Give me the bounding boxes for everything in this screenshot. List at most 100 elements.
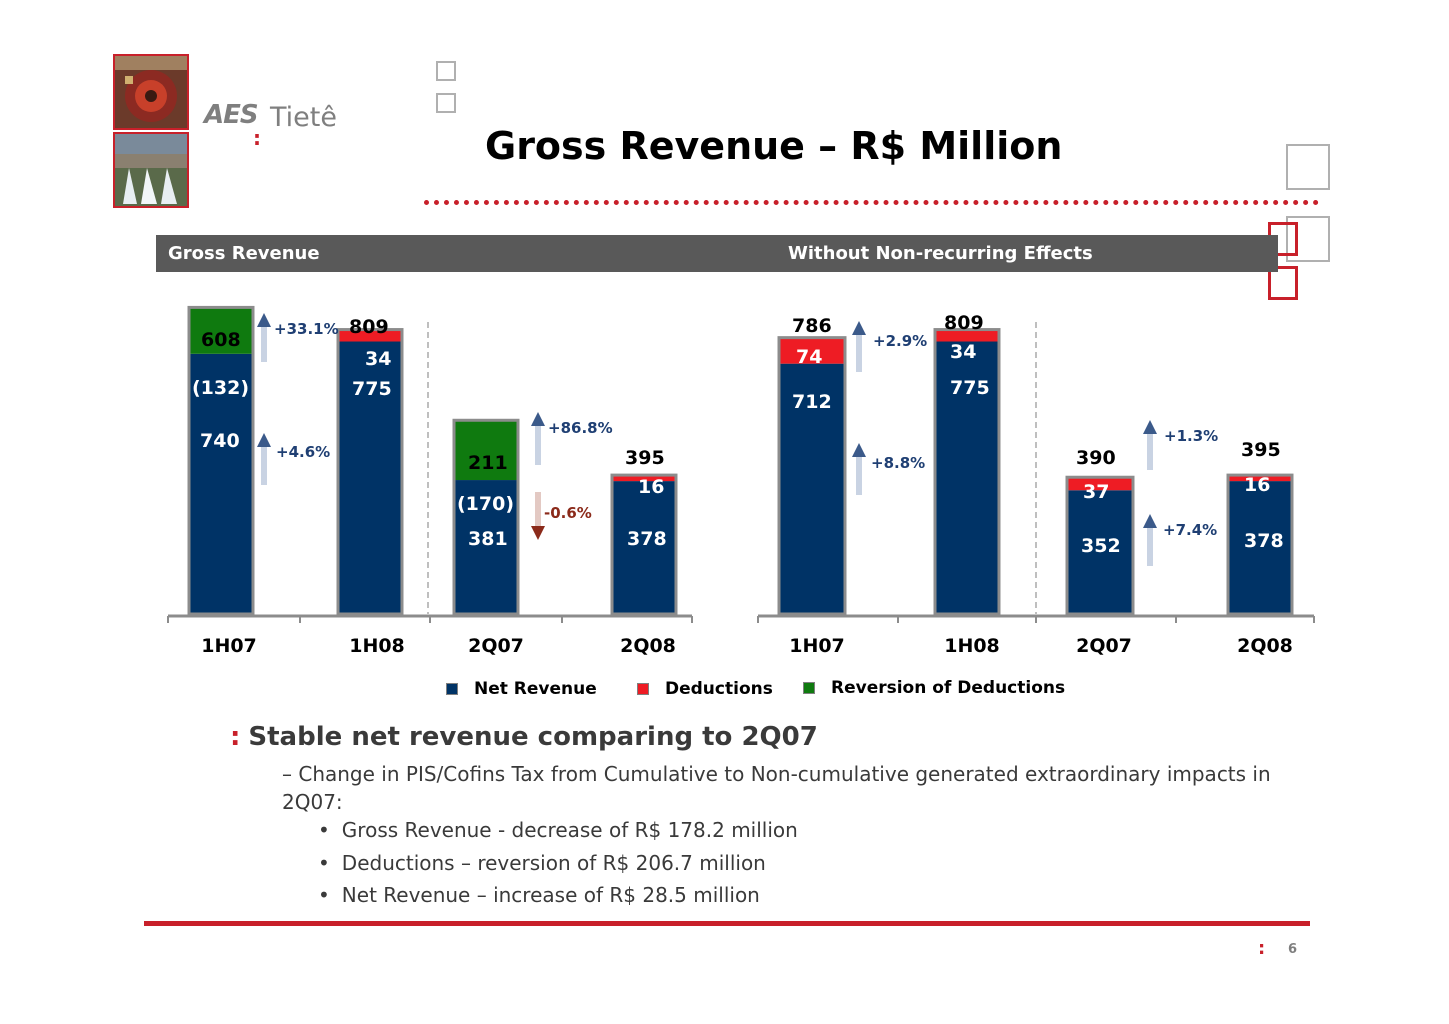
category-tick-label: 1H08 [944, 635, 1000, 657]
legend-item-reversion: Reversion of Deductions [803, 678, 1065, 698]
page-marker-icon: : [1258, 938, 1266, 959]
net-revenue-bar [1228, 481, 1292, 614]
growth-label: +4.6% [276, 443, 330, 461]
growth-arrow-shaft [856, 335, 862, 372]
logo-name: Tietê [270, 102, 337, 133]
total-value-label: 809 [349, 316, 389, 338]
total-value-label: 608 [201, 329, 241, 351]
deductions-bar [338, 329, 402, 342]
net-value-label: 775 [352, 378, 392, 400]
deco-red-square-icon [1268, 266, 1298, 300]
deco-square-icon [1286, 144, 1330, 190]
main-bullet-text: Stable net revenue comparing to 2Q07 [248, 722, 818, 752]
net-value-label: 352 [1081, 535, 1121, 557]
bar-outline [610, 473, 678, 616]
legend-item-net-revenue: Net Revenue [446, 679, 597, 699]
bullet-marker-icon: : [230, 722, 241, 752]
deductions-bar [935, 329, 999, 342]
growth-arrow-up-icon [257, 433, 271, 447]
deduction-value-label: 37 [1083, 481, 1109, 503]
growth-arrow-up-icon [1143, 420, 1157, 434]
deduction-value-label: 74 [796, 346, 822, 368]
net-value-label: 740 [200, 430, 240, 452]
total-value-label: 395 [1241, 439, 1281, 461]
growth-arrow-up-icon [852, 321, 866, 335]
turbine-photo [113, 54, 189, 130]
net-revenue-bar [338, 341, 402, 614]
growth-label: -0.6% [544, 504, 592, 522]
deco-square-icon [1286, 216, 1330, 262]
net-revenue-bar [779, 363, 845, 614]
net-value-label: 381 [468, 528, 508, 550]
growth-label: +1.3% [1164, 427, 1218, 445]
page-number: 6 [1288, 942, 1298, 957]
bar-outline [777, 336, 847, 616]
growth-arrow-shaft [535, 492, 541, 526]
bullet-dot-icon: • [318, 851, 330, 875]
growth-arrow-shaft [856, 457, 862, 495]
list-item-text: Net Revenue – increase of R$ 28.5 millio… [341, 883, 760, 907]
footer-divider [144, 921, 1310, 926]
deductions-bar [1067, 477, 1133, 491]
category-tick-label: 2Q08 [620, 635, 676, 657]
net-revenue-bar [1067, 490, 1133, 614]
deco-square-icon [436, 61, 456, 81]
bar-outline [933, 328, 1001, 616]
growth-label: +33.1% [274, 320, 339, 338]
main-bullet: : Stable net revenue comparing to 2Q07 [230, 722, 818, 752]
growth-arrow-up-icon [531, 412, 545, 426]
deduction-value-label: 16 [638, 476, 664, 498]
total-value-label: 786 [792, 315, 832, 337]
logo-colon-icon: : [253, 126, 261, 150]
net-value-label: 712 [792, 391, 832, 413]
reversion-bar [189, 307, 253, 354]
section-header-bar: Gross Revenue Without Non-recurring Effe… [156, 235, 1278, 272]
sub-bullet: – Change in PIS/Cofins Tax from Cumulati… [282, 762, 1271, 814]
growth-arrow-shaft [261, 447, 267, 485]
net-value-label: 378 [627, 528, 667, 550]
growth-arrow-shaft [1147, 528, 1153, 566]
net-value-label: 775 [950, 377, 990, 399]
list-item: • Net Revenue – increase of R$ 28.5 milli… [318, 883, 760, 907]
reversion-bar [454, 420, 518, 481]
category-tick-label: 1H07 [201, 635, 257, 657]
category-tick-label: 2Q07 [468, 635, 524, 657]
growth-arrow-shaft [261, 327, 267, 362]
legend-swatch-net [446, 683, 458, 695]
bar-outline [336, 328, 404, 616]
legend-label-net: Net Revenue [474, 679, 597, 699]
category-tick-label: 2Q07 [1076, 635, 1132, 657]
net-revenue-bar [454, 480, 518, 614]
legend-swatch-deductions [637, 683, 649, 695]
growth-label: +7.4% [1163, 521, 1217, 539]
deduction-value-label: 34 [950, 341, 976, 363]
list-item: • Gross Revenue - decrease of R$ 178.2 mi… [318, 818, 798, 842]
growth-arrow-down-icon [531, 526, 545, 540]
total-value-label: 390 [1076, 447, 1116, 469]
list-item-text: Gross Revenue - decrease of R$ 178.2 mil… [341, 818, 798, 842]
legend-label-deductions: Deductions [665, 679, 773, 699]
bar-outline [452, 418, 520, 616]
deduction-value-label: 16 [1244, 474, 1270, 496]
net-value-label: 378 [1244, 530, 1284, 552]
legend-label-reversion: Reversion of Deductions [831, 678, 1066, 698]
category-tick-label: 1H07 [789, 635, 845, 657]
growth-arrow-shaft [535, 426, 541, 465]
header-left-label: Gross Revenue [168, 243, 320, 264]
title-divider [424, 200, 1319, 205]
growth-label: +86.8% [548, 419, 613, 437]
page-title: Gross Revenue – R$ Million [485, 124, 1063, 168]
legend-item-deductions: Deductions [637, 679, 773, 699]
deduction-value-label: 34 [365, 348, 391, 370]
growth-arrow-shaft [1147, 434, 1153, 470]
bar-outline [1065, 475, 1135, 616]
header-right-label: Without Non-recurring Effects [788, 243, 1093, 264]
list-item-text: Deductions – reversion of R$ 206.7 milli… [341, 851, 766, 875]
dam-photo [113, 132, 189, 208]
deductions-bar [612, 475, 676, 482]
deco-square-icon [436, 93, 456, 113]
list-item: • Deductions – reversion of R$ 206.7 mill… [318, 851, 766, 875]
growth-label: +2.9% [873, 332, 927, 350]
total-value-label: 211 [468, 452, 508, 474]
